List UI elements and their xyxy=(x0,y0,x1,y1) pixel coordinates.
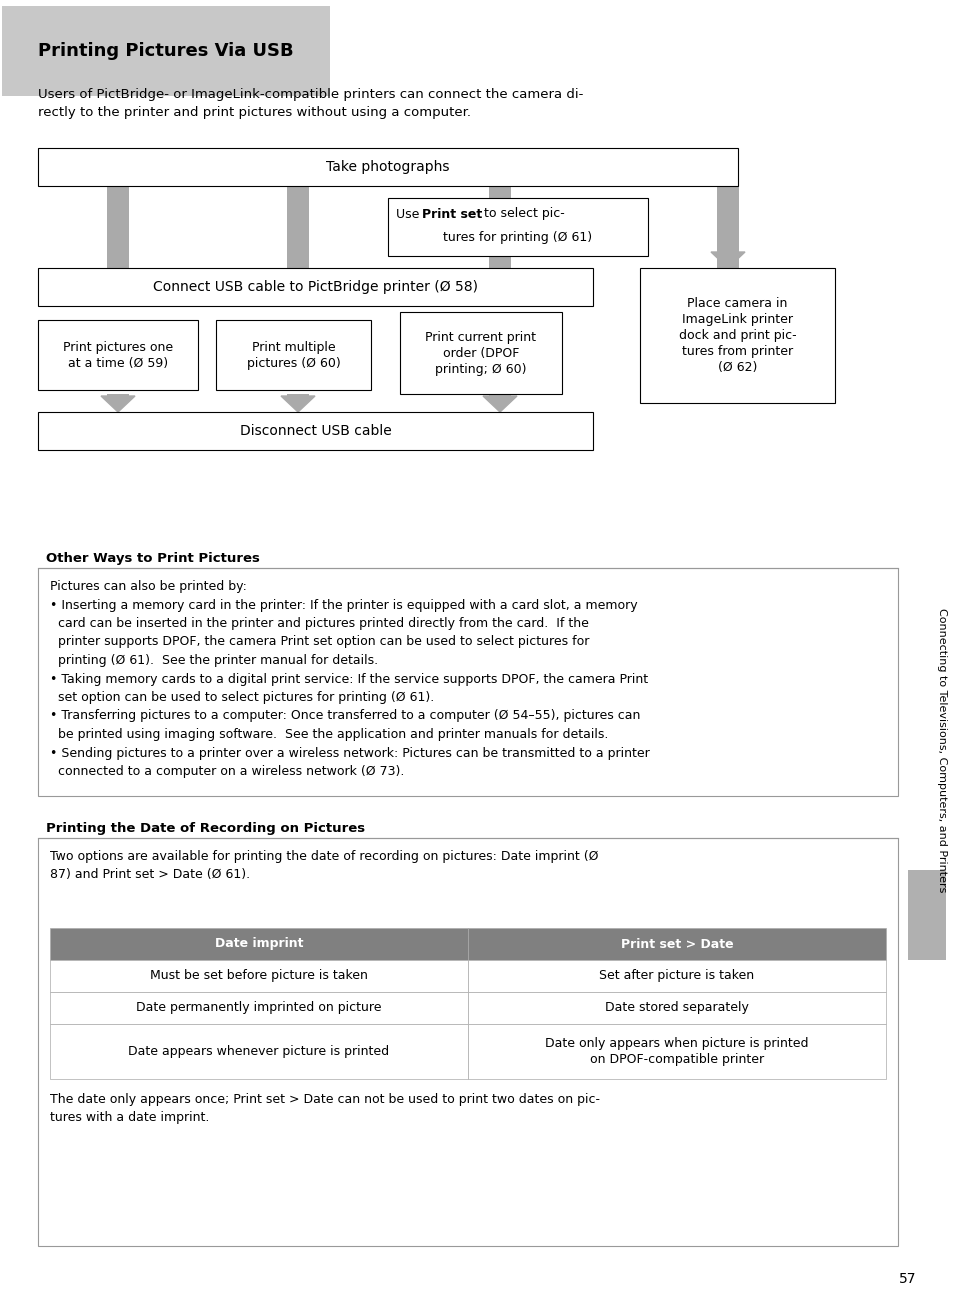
Bar xyxy=(50,992,468,1024)
Bar xyxy=(468,1024,885,1079)
Bar xyxy=(38,321,198,390)
Polygon shape xyxy=(482,396,517,413)
Text: Print multiple
pictures (Ø 60): Print multiple pictures (Ø 60) xyxy=(247,340,340,369)
Bar xyxy=(50,961,468,992)
Text: Connect USB cable to PictBridge printer (Ø 58): Connect USB cable to PictBridge printer … xyxy=(152,280,477,294)
Text: Printing Pictures Via USB: Printing Pictures Via USB xyxy=(38,42,294,60)
Text: Date imprint: Date imprint xyxy=(214,937,303,950)
Text: Users of PictBridge- or ImageLink-compatible printers can connect the camera di-: Users of PictBridge- or ImageLink-compat… xyxy=(38,88,583,101)
Text: Print set: Print set xyxy=(421,208,482,221)
Text: Connecting to Televisions, Computers, and Printers: Connecting to Televisions, Computers, an… xyxy=(936,608,946,892)
Text: Set after picture is taken: Set after picture is taken xyxy=(598,970,754,983)
Text: 57: 57 xyxy=(898,1272,915,1286)
Bar xyxy=(399,311,561,394)
Polygon shape xyxy=(710,252,744,268)
Bar xyxy=(468,928,885,961)
Bar xyxy=(215,321,371,390)
Text: Printing the Date of Recording on Pictures: Printing the Date of Recording on Pictur… xyxy=(46,823,365,834)
Bar xyxy=(907,870,945,961)
Text: Take photographs: Take photographs xyxy=(326,160,449,173)
Text: Must be set before picture is taken: Must be set before picture is taken xyxy=(150,970,368,983)
Bar xyxy=(50,928,468,961)
Text: Other Ways to Print Pictures: Other Ways to Print Pictures xyxy=(46,552,259,565)
Text: tures for printing (Ø 61): tures for printing (Ø 61) xyxy=(443,231,592,244)
Text: Disconnect USB cable: Disconnect USB cable xyxy=(239,424,391,438)
Text: Place camera in
ImageLink printer
dock and print pic-
tures from printer
(Ø 62): Place camera in ImageLink printer dock a… xyxy=(678,297,796,374)
Polygon shape xyxy=(281,396,314,413)
Text: The date only appears once; Print set > Date can not be used to print two dates : The date only appears once; Print set > … xyxy=(50,1093,599,1123)
Text: Pictures can also be printed by:
• Inserting a memory card in the printer: If th: Pictures can also be printed by: • Inser… xyxy=(50,579,649,778)
Text: Date appears whenever picture is printed: Date appears whenever picture is printed xyxy=(129,1045,389,1058)
Text: Print set > Date: Print set > Date xyxy=(620,937,733,950)
Text: Date only appears when picture is printed
on DPOF-compatible printer: Date only appears when picture is printe… xyxy=(545,1037,808,1066)
Text: Print pictures one
at a time (Ø 59): Print pictures one at a time (Ø 59) xyxy=(63,340,172,369)
Bar xyxy=(38,838,897,1246)
Bar xyxy=(50,1024,468,1079)
Bar xyxy=(489,394,511,396)
Bar xyxy=(388,198,647,256)
Bar xyxy=(38,268,593,306)
Bar xyxy=(38,568,897,796)
Bar xyxy=(489,187,511,268)
Text: Print current print
order (DPOF
printing; Ø 60): Print current print order (DPOF printing… xyxy=(425,331,536,376)
Polygon shape xyxy=(101,396,135,413)
Bar xyxy=(468,961,885,992)
Text: rectly to the printer and print pictures without using a computer.: rectly to the printer and print pictures… xyxy=(38,106,471,120)
Bar xyxy=(107,187,129,268)
Text: Use: Use xyxy=(395,208,423,221)
Bar xyxy=(38,148,738,187)
Bar xyxy=(287,394,309,396)
Bar xyxy=(717,187,739,269)
Bar xyxy=(468,992,885,1024)
Text: Date stored separately: Date stored separately xyxy=(604,1001,748,1014)
Text: Two options are available for printing the date of recording on pictures: Date i: Two options are available for printing t… xyxy=(50,850,598,880)
Bar xyxy=(38,413,593,449)
Bar xyxy=(287,187,309,268)
Bar xyxy=(107,394,129,396)
Text: Date permanently imprinted on picture: Date permanently imprinted on picture xyxy=(136,1001,381,1014)
Text: to select pic-: to select pic- xyxy=(479,208,564,221)
Bar xyxy=(639,268,834,403)
